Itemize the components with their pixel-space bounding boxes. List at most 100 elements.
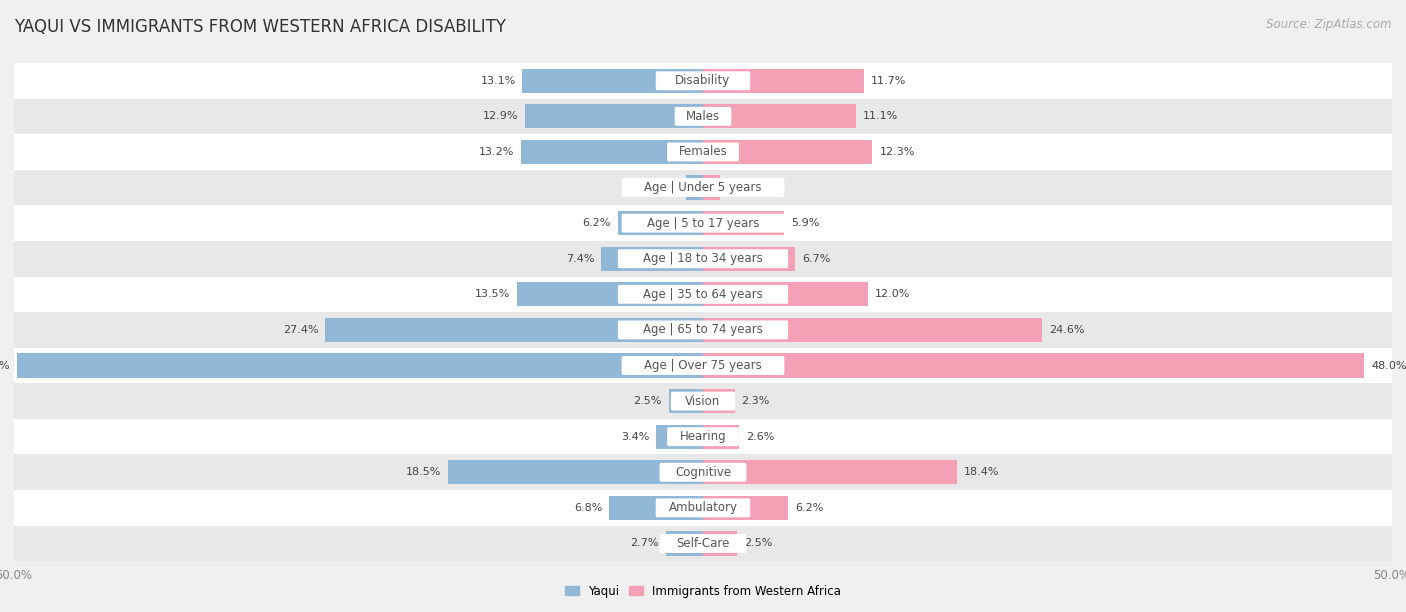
Text: 2.5%: 2.5% bbox=[633, 396, 662, 406]
Bar bbox=[14, 134, 1392, 170]
Text: Age | 35 to 64 years: Age | 35 to 64 years bbox=[643, 288, 763, 301]
Text: 27.4%: 27.4% bbox=[283, 325, 319, 335]
Bar bbox=[703, 425, 738, 449]
Bar bbox=[14, 419, 1392, 455]
Text: 13.5%: 13.5% bbox=[475, 289, 510, 299]
Legend: Yaqui, Immigrants from Western Africa: Yaqui, Immigrants from Western Africa bbox=[560, 580, 846, 602]
Text: 7.4%: 7.4% bbox=[565, 254, 595, 264]
Bar bbox=[609, 496, 703, 520]
Text: 18.5%: 18.5% bbox=[406, 468, 441, 477]
FancyBboxPatch shape bbox=[659, 534, 747, 553]
FancyBboxPatch shape bbox=[666, 427, 740, 446]
Bar bbox=[14, 490, 1392, 526]
Text: 2.3%: 2.3% bbox=[741, 396, 770, 406]
Bar bbox=[14, 277, 1392, 312]
Text: 1.2%: 1.2% bbox=[651, 182, 679, 193]
Text: Males: Males bbox=[686, 110, 720, 123]
Text: YAQUI VS IMMIGRANTS FROM WESTERN AFRICA DISABILITY: YAQUI VS IMMIGRANTS FROM WESTERN AFRICA … bbox=[14, 18, 506, 36]
Bar bbox=[703, 353, 1364, 378]
Bar bbox=[703, 104, 856, 129]
Text: Vision: Vision bbox=[685, 395, 721, 408]
Bar bbox=[703, 211, 785, 235]
Bar bbox=[523, 69, 703, 93]
Text: 13.1%: 13.1% bbox=[481, 76, 516, 86]
Text: 12.3%: 12.3% bbox=[879, 147, 915, 157]
Bar bbox=[703, 176, 720, 200]
FancyBboxPatch shape bbox=[666, 143, 740, 162]
FancyBboxPatch shape bbox=[659, 463, 747, 482]
Text: 2.6%: 2.6% bbox=[745, 431, 775, 442]
FancyBboxPatch shape bbox=[671, 392, 735, 411]
Text: 49.8%: 49.8% bbox=[0, 360, 10, 370]
FancyBboxPatch shape bbox=[621, 178, 785, 197]
Bar bbox=[14, 383, 1392, 419]
Text: 24.6%: 24.6% bbox=[1049, 325, 1084, 335]
Bar bbox=[703, 140, 873, 164]
Bar bbox=[666, 531, 703, 556]
FancyBboxPatch shape bbox=[617, 321, 789, 339]
Bar bbox=[703, 282, 869, 307]
FancyBboxPatch shape bbox=[655, 498, 751, 517]
Text: 2.7%: 2.7% bbox=[630, 539, 659, 548]
Bar bbox=[703, 69, 865, 93]
Text: Age | 65 to 74 years: Age | 65 to 74 years bbox=[643, 323, 763, 337]
Bar bbox=[617, 211, 703, 235]
Bar bbox=[686, 176, 703, 200]
Text: Hearing: Hearing bbox=[679, 430, 727, 443]
Text: 11.7%: 11.7% bbox=[872, 76, 907, 86]
Text: 3.4%: 3.4% bbox=[621, 431, 650, 442]
Bar bbox=[325, 318, 703, 342]
Bar bbox=[526, 104, 703, 129]
Text: Self-Care: Self-Care bbox=[676, 537, 730, 550]
Text: 1.2%: 1.2% bbox=[727, 182, 755, 193]
Bar bbox=[522, 140, 703, 164]
Bar bbox=[517, 282, 703, 307]
Text: 13.2%: 13.2% bbox=[479, 147, 515, 157]
Text: 2.5%: 2.5% bbox=[744, 539, 773, 548]
Bar bbox=[600, 247, 703, 271]
Bar bbox=[703, 496, 789, 520]
Text: Disability: Disability bbox=[675, 74, 731, 88]
Bar bbox=[14, 170, 1392, 206]
Text: 48.0%: 48.0% bbox=[1371, 360, 1406, 370]
Bar bbox=[14, 348, 1392, 383]
Bar bbox=[14, 63, 1392, 99]
Bar bbox=[703, 460, 956, 484]
Bar bbox=[449, 460, 703, 484]
Text: Females: Females bbox=[679, 146, 727, 159]
Text: Ambulatory: Ambulatory bbox=[668, 501, 738, 514]
Text: 18.4%: 18.4% bbox=[963, 468, 998, 477]
Text: 12.9%: 12.9% bbox=[482, 111, 519, 121]
FancyBboxPatch shape bbox=[621, 214, 785, 233]
FancyBboxPatch shape bbox=[617, 285, 789, 304]
FancyBboxPatch shape bbox=[655, 72, 751, 90]
Bar bbox=[703, 531, 738, 556]
Bar bbox=[703, 247, 796, 271]
FancyBboxPatch shape bbox=[675, 107, 731, 126]
Text: 6.8%: 6.8% bbox=[574, 503, 602, 513]
Bar bbox=[703, 318, 1042, 342]
Text: 5.9%: 5.9% bbox=[792, 218, 820, 228]
Text: 6.2%: 6.2% bbox=[796, 503, 824, 513]
Bar bbox=[14, 99, 1392, 134]
FancyBboxPatch shape bbox=[617, 249, 789, 268]
Bar bbox=[657, 425, 703, 449]
Text: Age | Under 5 years: Age | Under 5 years bbox=[644, 181, 762, 194]
Text: Age | 18 to 34 years: Age | 18 to 34 years bbox=[643, 252, 763, 265]
Bar bbox=[14, 312, 1392, 348]
Text: Age | 5 to 17 years: Age | 5 to 17 years bbox=[647, 217, 759, 230]
FancyBboxPatch shape bbox=[621, 356, 785, 375]
Text: 6.7%: 6.7% bbox=[803, 254, 831, 264]
Bar bbox=[14, 206, 1392, 241]
Text: 6.2%: 6.2% bbox=[582, 218, 610, 228]
Text: Age | Over 75 years: Age | Over 75 years bbox=[644, 359, 762, 372]
Bar bbox=[17, 353, 703, 378]
Text: 12.0%: 12.0% bbox=[875, 289, 911, 299]
Bar bbox=[14, 455, 1392, 490]
Bar bbox=[669, 389, 703, 413]
Text: Cognitive: Cognitive bbox=[675, 466, 731, 479]
Bar bbox=[14, 526, 1392, 561]
Text: 11.1%: 11.1% bbox=[863, 111, 898, 121]
Bar bbox=[14, 241, 1392, 277]
Text: Source: ZipAtlas.com: Source: ZipAtlas.com bbox=[1267, 18, 1392, 31]
